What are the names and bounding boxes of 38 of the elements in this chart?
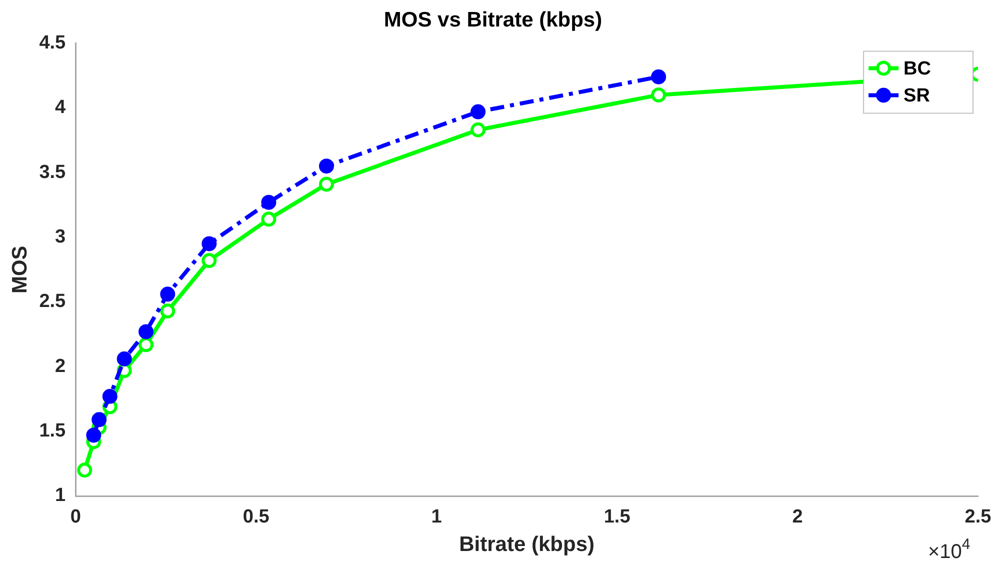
point [470,122,486,138]
x-tick-label: 0 [70,506,81,528]
point [202,253,217,268]
x-axis-title: Bitrate (kbps) [459,533,594,556]
chart-title: MOS vs Bitrate (kbps) [384,8,602,32]
point [470,104,486,120]
point [138,324,154,340]
point [92,412,107,428]
x-tick-label: 0.5 [242,506,270,528]
point [102,388,118,404]
y-tick-label: 2.5 [39,291,66,312]
x-tick-label: 2.5 [964,506,992,528]
point [138,337,154,352]
x-tick-label: 1 [431,506,442,528]
y-tick-label: 3.5 [39,162,66,183]
point [160,304,176,318]
x-tick-label: 1.5 [604,506,631,528]
point [318,176,334,192]
y-tick-label: 2 [55,356,66,377]
legend-label: SR [904,85,930,106]
y-axis-title: MOS [8,246,32,294]
point [651,87,666,102]
y-tick-label: 4 [55,97,66,118]
x-tick-label: 2 [792,506,803,528]
point [261,212,276,227]
point [160,286,176,302]
y-tick-label: 1.5 [39,420,66,442]
y-tick-label: 1 [55,485,66,506]
point [116,351,132,366]
point [261,194,276,210]
point [86,428,102,443]
point [202,236,217,252]
point [77,462,92,478]
legend-label: BC [904,58,932,80]
y-tick-label: 3 [55,226,66,248]
point [318,158,334,174]
point [651,69,666,84]
y-tick-label: 4.5 [39,32,66,54]
